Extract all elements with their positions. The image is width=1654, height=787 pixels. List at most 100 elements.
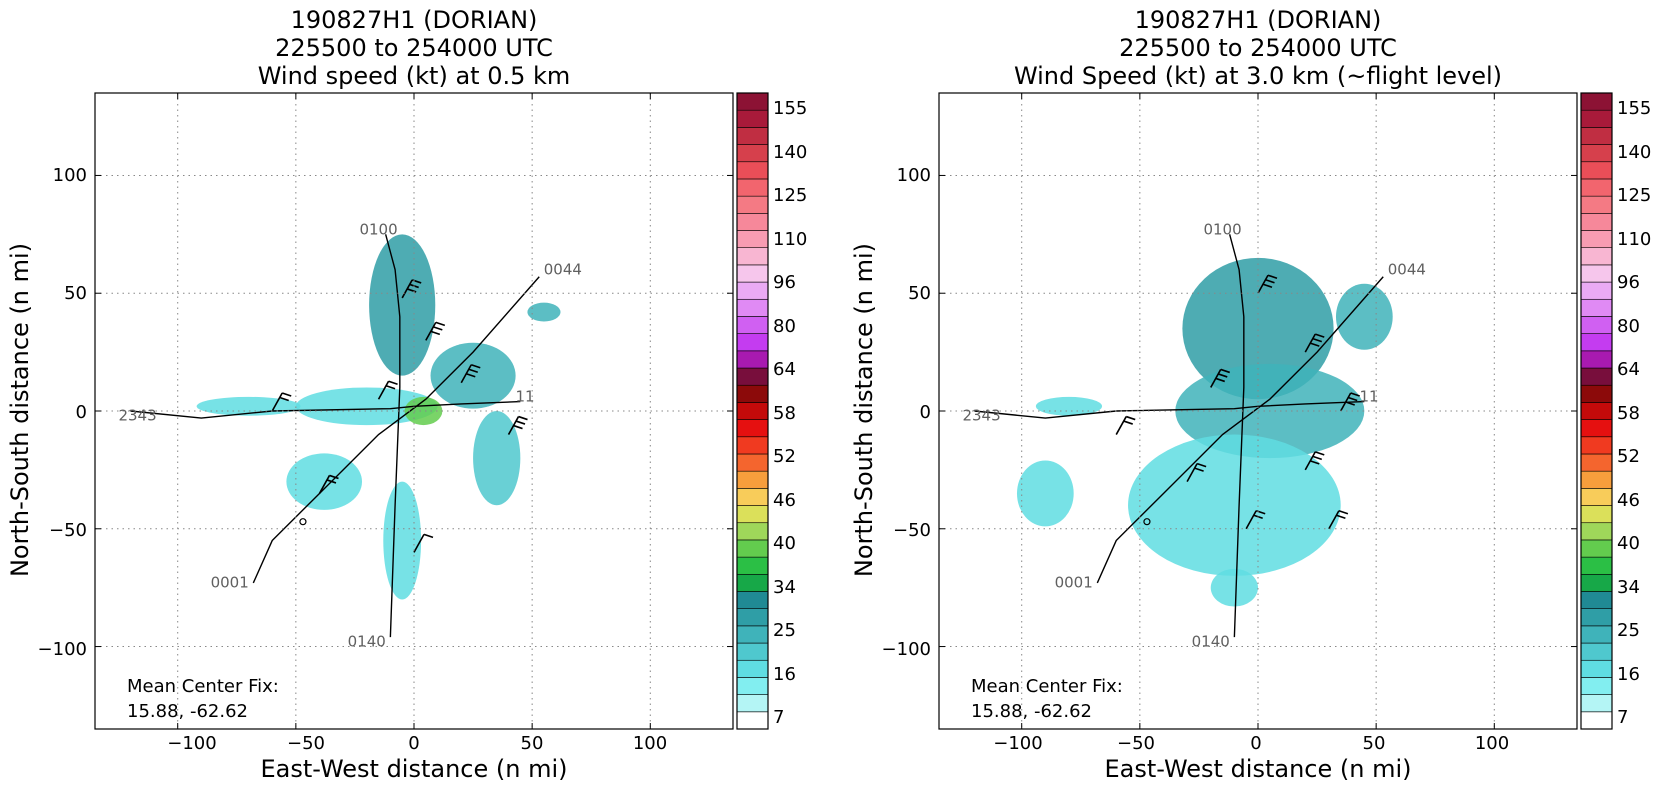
colorbar-swatch: [736, 677, 769, 695]
colorbar-tick-label: 155: [1617, 98, 1651, 119]
wind-barb: [1186, 462, 1207, 483]
plot-area: 0100 0044 2343 0001 0140 11: [94, 92, 734, 730]
colorbar-tick-label: 46: [1617, 490, 1640, 511]
x-tick-label: 0: [1250, 733, 1261, 754]
wind-barb: [1115, 415, 1136, 435]
wind-region: [1335, 283, 1393, 350]
colorbar-swatch: [1580, 230, 1613, 249]
chart-title-line-2: 225500 to 254000 UTC: [1119, 34, 1397, 62]
colorbar-swatch: [1580, 178, 1613, 197]
colorbar-tick-label: 110: [1617, 229, 1651, 250]
colorbar-tick-label: 125: [773, 185, 807, 206]
colorbar-frame: [1580, 92, 1613, 730]
x-tick-label: −50: [287, 733, 325, 754]
colorbar-swatch: [736, 419, 769, 438]
colorbar-swatch: [736, 367, 769, 386]
colorbar-swatch: [1580, 247, 1613, 266]
colorbar-swatch: [736, 195, 769, 214]
x-axis-label: East-West distance (n mi): [1104, 755, 1411, 783]
track-time-label: 11: [1360, 388, 1379, 406]
chart-title-line-3: Wind Speed (kt) at 3.0 km (~flight level…: [1014, 62, 1502, 90]
chart-title-line-1: 190827H1 (DORIAN): [291, 6, 538, 34]
wind-barb: [413, 533, 434, 553]
wind-barb: [271, 392, 292, 412]
colorbar-swatch: [736, 539, 769, 558]
x-tick-label: 100: [633, 733, 667, 754]
colorbar-tick-label: 58: [1617, 403, 1640, 424]
wind-barb: [425, 321, 446, 341]
y-tick-label: −50: [893, 520, 931, 541]
y-tick-label: 50: [908, 283, 931, 304]
track-time-label: 2343: [118, 406, 156, 424]
colorbar-tick-label: 80: [1617, 316, 1640, 337]
colorbar-tick-label: 64: [773, 359, 796, 380]
colorbar-swatch: [736, 694, 769, 713]
track-time-label: 0100: [359, 220, 397, 238]
x-tick-label: 50: [521, 733, 544, 754]
colorbar-tick-label: 125: [1617, 185, 1651, 206]
x-tick-label: 100: [1475, 733, 1509, 754]
colorbar-swatch: [1580, 109, 1613, 128]
colorbar-tick-label: 96: [773, 272, 796, 293]
wind-region: [369, 234, 436, 376]
colorbar-swatch: [736, 591, 769, 609]
colorbar-swatch: [736, 92, 769, 111]
panel-right: 190827H1 (DORIAN) 225500 to 254000 UTC W…: [850, 6, 1651, 783]
flight-track: [1096, 276, 1384, 584]
wind-barb: [507, 415, 528, 435]
colorbar-swatch: [1580, 642, 1613, 661]
x-tick-label: −100: [993, 733, 1042, 754]
flight-track: [1228, 234, 1245, 638]
colorbar-tick-label: 34: [1617, 577, 1640, 598]
colorbar-swatch: [736, 144, 769, 163]
track-time-label: 0100: [1203, 220, 1241, 238]
colorbar-frame: [736, 92, 769, 730]
colorbar-swatch: [736, 522, 769, 541]
plot-content: [130, 234, 561, 638]
colorbar-tick-label: 155: [773, 98, 807, 119]
wind-region: [383, 481, 422, 600]
colorbar-tick-label: 25: [1617, 620, 1640, 641]
colorbar-tick-label: 46: [773, 490, 796, 511]
y-tick-label: 0: [76, 402, 87, 423]
colorbar-swatch: [736, 161, 769, 180]
colorbar-tick-label: 58: [773, 403, 796, 424]
flight-track: [130, 400, 521, 419]
colorbar-swatch: [1580, 195, 1613, 214]
colorbar-swatch: [1580, 556, 1613, 575]
track-time-label: 11: [516, 388, 535, 406]
track-time-label: 0044: [544, 260, 582, 278]
y-tick-label: −100: [882, 639, 931, 660]
center-fix-label: Mean Center Fix:: [127, 676, 279, 697]
colorbar-tick-label: 110: [773, 229, 807, 250]
colorbar-tick-label: 140: [1617, 142, 1651, 163]
colorbar-tick-label: 25: [773, 620, 796, 641]
colorbar-swatch: [1580, 711, 1613, 730]
colorbar-tick-label: 7: [773, 707, 784, 728]
colorbar-swatch: [736, 402, 769, 420]
colorbar-tick-label: 80: [773, 316, 796, 337]
colorbar-swatch: [736, 436, 769, 455]
colorbar-tick-label: 64: [1617, 359, 1640, 380]
wind-region: [1016, 460, 1074, 527]
x-tick-label: −100: [167, 733, 216, 754]
colorbar-tick-label: 52: [1617, 446, 1640, 467]
colorbar-swatch: [1580, 127, 1613, 145]
track-time-label: 2343: [962, 406, 1000, 424]
colorbar-swatch: [736, 230, 769, 249]
colorbar-swatch: [736, 350, 769, 369]
y-tick-label: 50: [64, 283, 87, 304]
colorbar-swatch: [1580, 470, 1613, 489]
wind-barb: [1304, 451, 1325, 471]
colorbar-swatch: [1580, 453, 1613, 472]
colorbar-swatch: [1580, 281, 1613, 300]
x-tick-label: −50: [1117, 733, 1155, 754]
colorbar-swatch: [1580, 298, 1613, 317]
colorbar-swatch: [1580, 350, 1613, 369]
track-time-label: 0044: [1388, 260, 1426, 278]
colorbar-tick-label: 140: [773, 142, 807, 163]
colorbar-swatch: [1580, 659, 1613, 678]
colorbar-swatch: [1580, 522, 1613, 541]
wind-region: [1035, 396, 1103, 416]
